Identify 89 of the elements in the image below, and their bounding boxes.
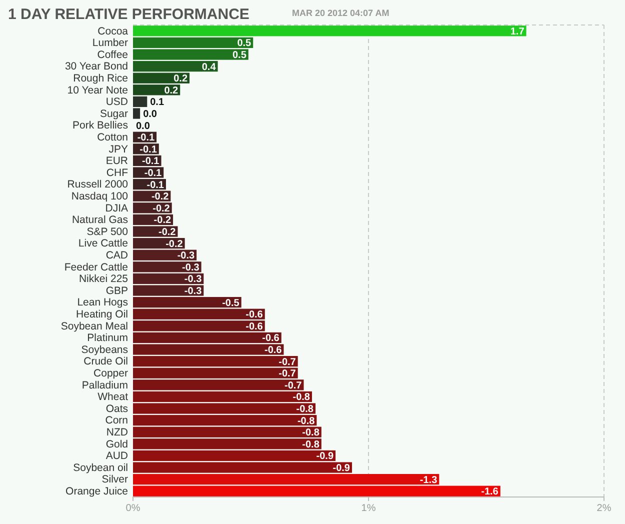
y-tick-label: Soybean oil: [73, 462, 128, 474]
annotation: -0.9: [332, 463, 350, 474]
annotation: -0.3: [184, 274, 202, 286]
y-tick-label: Silver: [102, 474, 128, 486]
y-tick-label: GBP: [106, 284, 128, 297]
annotation: -0.8: [297, 416, 316, 427]
y-tick-label: Lumber: [92, 37, 128, 50]
y-tick-label: Live Cattle: [78, 238, 128, 250]
y-tick-label: JPY: [108, 143, 128, 156]
data-label: 0.5: [237, 38, 252, 50]
y-tick-label: NZD: [106, 426, 128, 438]
annotation: -0.9: [316, 451, 334, 462]
annotation: -0.3: [184, 286, 202, 297]
x-tick-label: 2%: [596, 503, 612, 514]
annotation: -0.7: [284, 380, 302, 392]
y-tick-label: EUR: [106, 155, 128, 168]
annotation: -0.1: [137, 132, 155, 144]
y-tick-label: Lean Hogs: [77, 296, 128, 309]
annotation: -0.8: [292, 392, 310, 404]
bar: [133, 474, 440, 485]
annotation: -0.6: [262, 333, 280, 344]
annotation: -1.6: [481, 486, 499, 498]
y-tick-label: 30 Year Bond: [64, 60, 128, 73]
annotation: -0.5: [222, 298, 240, 309]
annotation: -0.6: [264, 345, 282, 356]
bar: [133, 486, 500, 496]
annotation: -0.7: [278, 356, 296, 368]
y-tick-label: Soybeans: [81, 344, 128, 356]
annotation: -0.2: [151, 192, 170, 203]
y-tick-label: CHF: [106, 166, 128, 179]
annotation: -0.2: [166, 238, 184, 250]
y-tick-label: DJIA: [105, 202, 128, 214]
data-label: 0.2: [164, 85, 179, 96]
annotation: -0.8: [302, 428, 320, 439]
y-tick-label: Nasdaq 100: [71, 190, 128, 202]
y-tick-label: Heating Oil: [76, 308, 128, 320]
y-tick-label: Palladium: [82, 379, 128, 392]
y-tick-label: Platinum: [87, 332, 128, 344]
annotation: -0.1: [144, 168, 162, 179]
y-tick-label: AUD: [106, 450, 128, 462]
x-tick-label: 1%: [361, 503, 376, 514]
annotation: -0.1: [146, 180, 164, 191]
annotation: -0.8: [302, 439, 320, 450]
y-tick-label: Wheat: [98, 391, 128, 404]
y-tick-label: Coffee: [97, 48, 128, 61]
annotation: -0.2: [152, 203, 170, 214]
chart-subtitle: MAR 20 2012 04:07 AM: [292, 8, 390, 18]
annotation: -0.2: [154, 215, 172, 226]
annotation: -0.3: [182, 262, 200, 274]
y-tick-label: Pork Bellies: [72, 120, 128, 132]
data-label: 0.1: [150, 97, 164, 108]
annotation: -0.7: [278, 368, 296, 380]
data-label: 0.5: [232, 50, 247, 61]
annotation: -0.1: [142, 156, 160, 168]
x-tick-label: 0%: [126, 503, 140, 514]
y-tick-label: Natural Gas: [72, 214, 128, 226]
y-tick-label: Cotton: [97, 131, 128, 144]
y-tick-label: Sugar: [100, 108, 128, 120]
y-tick-label: S&P 500: [86, 226, 128, 238]
y-tick-label: Orange Juice: [66, 485, 128, 498]
annotation: -0.6: [246, 310, 264, 321]
y-tick-label: 10 Year Note: [67, 84, 128, 96]
data-label: 0.0: [136, 120, 150, 132]
y-tick-label: Cocoa: [98, 25, 128, 38]
y-tick-label: Gold: [106, 438, 128, 450]
y-tick-label: CAD: [106, 249, 128, 262]
chart-title: 1 DAY RELATIVE PERFORMANCE: [8, 6, 250, 23]
y-tick-label: Nikkei 225: [78, 273, 128, 286]
y-tick-label: Crude Oil: [84, 356, 128, 368]
data-label: 0.2: [174, 74, 188, 85]
data-label: 1.7: [510, 26, 525, 38]
annotation: -0.6: [246, 321, 264, 332]
annotation: -0.1: [140, 144, 158, 156]
y-tick-label: USD: [106, 96, 128, 108]
y-tick-label: Corn: [105, 414, 128, 427]
annotation: -0.8: [296, 404, 314, 415]
data-label: 0.4: [202, 62, 216, 73]
y-tick-label: Rough Rice: [73, 72, 128, 84]
y-tick-label: Copper: [94, 367, 128, 380]
bar: [133, 60, 218, 72]
annotation: -0.2: [158, 227, 176, 238]
y-tick-label: Soybean Meal: [60, 320, 128, 332]
annotation: -1.3: [420, 474, 438, 486]
y-tick-label: Feeder Cattle: [64, 261, 128, 274]
bar: [133, 26, 526, 36]
y-tick-label: Oats: [106, 402, 128, 415]
y-tick-label: Russell 2000: [67, 178, 128, 191]
annotation: 0.0: [143, 109, 158, 120]
annotation: -0.3: [177, 250, 196, 262]
